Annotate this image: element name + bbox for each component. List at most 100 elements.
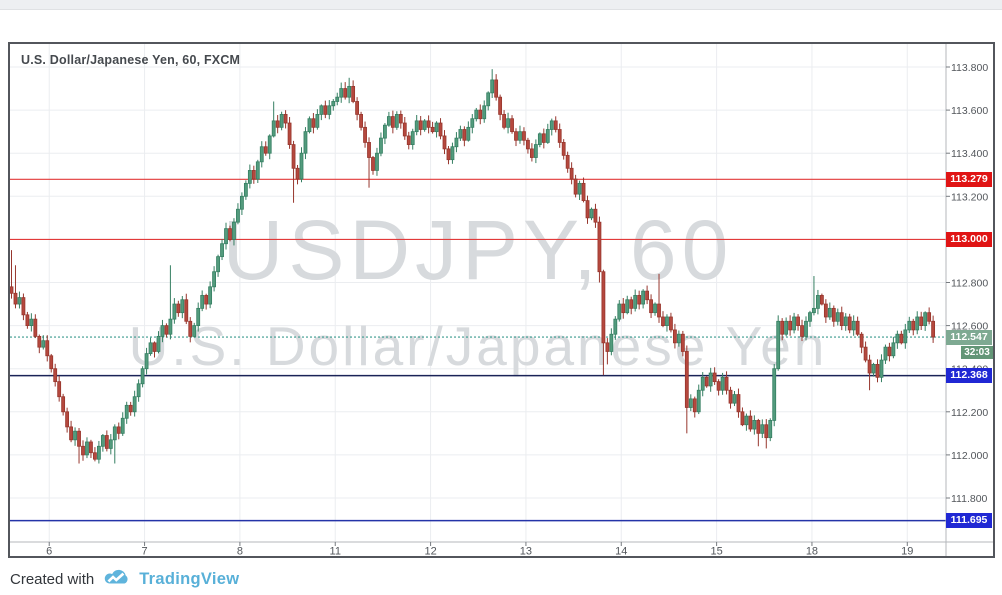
tradingview-wordmark[interactable]: TradingView — [139, 569, 240, 588]
candle-up — [347, 85, 352, 98]
candle-up — [470, 118, 475, 128]
candle-up — [279, 114, 284, 128]
candle-up — [315, 114, 320, 128]
candle-up — [386, 116, 391, 126]
candle-down — [359, 114, 363, 128]
candle-down — [756, 420, 761, 434]
candle-up — [907, 320, 912, 331]
candle-up — [482, 105, 487, 120]
candle-down — [823, 303, 828, 318]
candle-up — [255, 161, 260, 180]
candle-up — [633, 295, 638, 309]
candle-up — [458, 129, 463, 139]
candle-up — [96, 445, 101, 460]
candle-down — [438, 122, 443, 137]
candle-up — [339, 88, 344, 98]
candle-down — [363, 126, 367, 143]
candle-down — [45, 340, 50, 357]
candle-up — [267, 135, 272, 154]
candle-down — [494, 79, 499, 98]
candle-up — [232, 221, 236, 240]
candle-down — [875, 363, 880, 378]
candle-up — [518, 131, 522, 141]
candle-down — [919, 316, 924, 327]
candle-down — [704, 376, 709, 387]
candle-down — [565, 154, 570, 169]
candle-down — [597, 221, 602, 273]
candle-down — [351, 85, 356, 102]
candle-down — [61, 396, 66, 413]
candle-down — [295, 167, 300, 180]
candle-up — [17, 297, 22, 305]
candle-down — [736, 394, 741, 413]
candle-up — [240, 195, 244, 210]
candle-up — [537, 133, 542, 145]
candle-down — [692, 398, 697, 413]
price-axis-label: 112.000 — [951, 450, 988, 462]
candle-down — [680, 333, 685, 352]
candle-down — [645, 290, 649, 301]
candle-up — [85, 441, 89, 456]
candle-up — [895, 333, 900, 344]
chart-canvas[interactable]: USDJPY, 60 U.S. Dollar/Japanese Yen 113.80… — [10, 44, 993, 556]
candle-down — [510, 118, 514, 133]
attribution-footer: Created with TradingView — [10, 566, 239, 592]
candle-up — [676, 333, 681, 344]
candle-down — [819, 295, 824, 305]
candle-down — [724, 376, 729, 391]
candle-down — [426, 120, 431, 128]
candle-down — [911, 320, 916, 331]
candle-down — [25, 314, 30, 327]
candle-down — [478, 109, 483, 120]
candle-up — [490, 79, 495, 94]
time-axis-label: 12 — [424, 546, 436, 557]
candle-down — [291, 144, 296, 169]
candle-down — [275, 120, 280, 128]
candle-up — [144, 353, 149, 370]
candle-up — [271, 120, 276, 137]
created-with-label: Created with — [10, 570, 95, 588]
candle-up — [776, 320, 781, 370]
candle-down — [367, 142, 371, 158]
candle-up — [474, 109, 479, 120]
candle-down — [371, 157, 375, 171]
candle-down — [673, 329, 677, 344]
candle-up — [41, 340, 46, 348]
candle-down — [10, 286, 14, 294]
candle-up — [533, 144, 538, 158]
chart-title: U.S. Dollar/Japanese Yen, 60, FXCM — [21, 53, 241, 67]
candle-down — [355, 101, 360, 115]
candle-up — [665, 316, 669, 327]
candle-up — [792, 316, 796, 331]
candle-up — [609, 333, 614, 352]
candle-down — [418, 120, 423, 130]
candle-up — [327, 105, 332, 115]
price-axis-label: 111.800 — [951, 493, 988, 505]
candle-down — [788, 320, 793, 331]
candle-down — [764, 424, 769, 439]
candle-up — [29, 318, 34, 327]
candle-up — [688, 398, 693, 408]
time-axis-label: 14 — [615, 546, 627, 557]
candle-down — [89, 441, 93, 454]
candle-down — [796, 316, 800, 327]
candle-down — [561, 142, 566, 156]
candle-down — [629, 299, 634, 309]
candle-down — [311, 118, 316, 128]
time-axis-label: 8 — [237, 546, 243, 557]
time-axis-label: 18 — [806, 546, 818, 557]
candle-down — [502, 114, 506, 128]
time-axis-label: 19 — [901, 546, 913, 557]
candle-down — [57, 381, 62, 398]
candle-up — [816, 295, 820, 309]
candle-down — [37, 335, 42, 348]
candle-up — [434, 122, 439, 133]
candle-down — [887, 346, 892, 357]
candle-up — [625, 299, 630, 314]
candle-down — [800, 325, 804, 337]
candle-up — [394, 114, 399, 128]
candle-up — [148, 342, 153, 355]
candle-up — [216, 256, 220, 273]
candle-up — [835, 312, 840, 322]
candle-down — [867, 359, 872, 374]
